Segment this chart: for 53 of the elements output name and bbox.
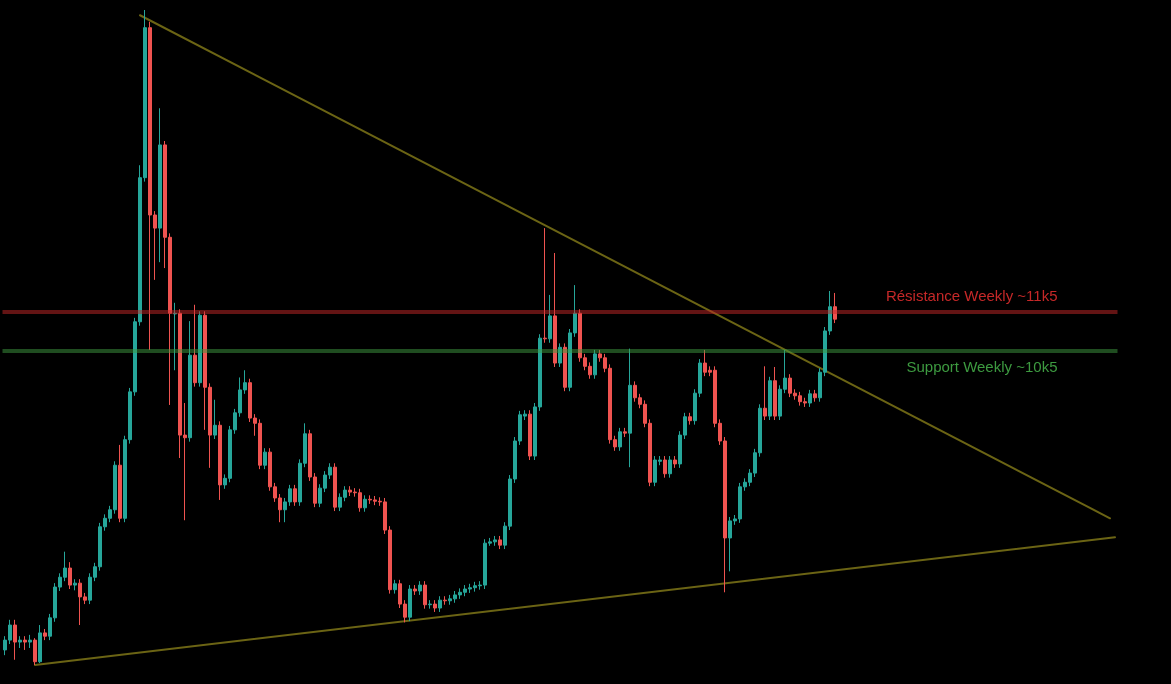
candlestick — [218, 420, 222, 501]
candlestick — [158, 107, 162, 263]
candlestick — [418, 580, 422, 596]
candlestick — [393, 579, 397, 595]
candlestick — [18, 635, 22, 649]
candlestick — [528, 409, 532, 461]
candlestick — [73, 578, 77, 591]
candlestick — [193, 304, 197, 388]
candlestick — [23, 635, 27, 651]
candlestick — [563, 342, 567, 392]
candlestick — [43, 628, 47, 641]
candlestick — [188, 320, 192, 443]
candlestick — [668, 455, 672, 479]
candlestick — [213, 399, 217, 440]
candlestick — [808, 389, 812, 408]
ref-line-label: Support Weekly ~10k5 — [906, 357, 1058, 375]
candlestick — [553, 252, 557, 368]
candlestick — [118, 444, 122, 523]
candlestick — [198, 310, 202, 388]
candlestick — [38, 624, 42, 664]
candlestick — [433, 599, 437, 613]
candlestick — [68, 561, 72, 590]
candlestick — [543, 227, 547, 344]
candlestick — [673, 455, 677, 469]
candlestick — [263, 447, 267, 470]
candlestick — [438, 595, 442, 613]
candlestick — [423, 580, 427, 610]
candlestick — [768, 376, 772, 421]
candlestick — [618, 427, 622, 452]
candlestick — [173, 302, 177, 371]
candlestick — [13, 619, 17, 661]
candlestick — [363, 494, 367, 513]
candlestick — [408, 584, 412, 622]
ref-line-label: Résistance Weekly ~11k5 — [885, 287, 1058, 305]
candlestick — [663, 455, 667, 479]
candlestick — [498, 535, 502, 550]
candlestick — [413, 584, 417, 596]
candlestick — [33, 637, 37, 666]
candlestick — [293, 484, 297, 507]
candlestick — [548, 294, 552, 344]
candlestick — [763, 365, 767, 421]
candlestick — [688, 412, 692, 426]
candlestick — [628, 348, 632, 468]
candlestick — [333, 462, 337, 512]
candlestick — [428, 599, 432, 610]
candlestick — [28, 634, 32, 649]
candlestick — [773, 366, 777, 421]
candlestick — [623, 427, 627, 438]
candlestick — [593, 349, 597, 380]
candlestick — [813, 389, 817, 403]
candlestick — [443, 595, 447, 606]
candlestick — [558, 342, 562, 368]
candlestick — [833, 292, 837, 324]
